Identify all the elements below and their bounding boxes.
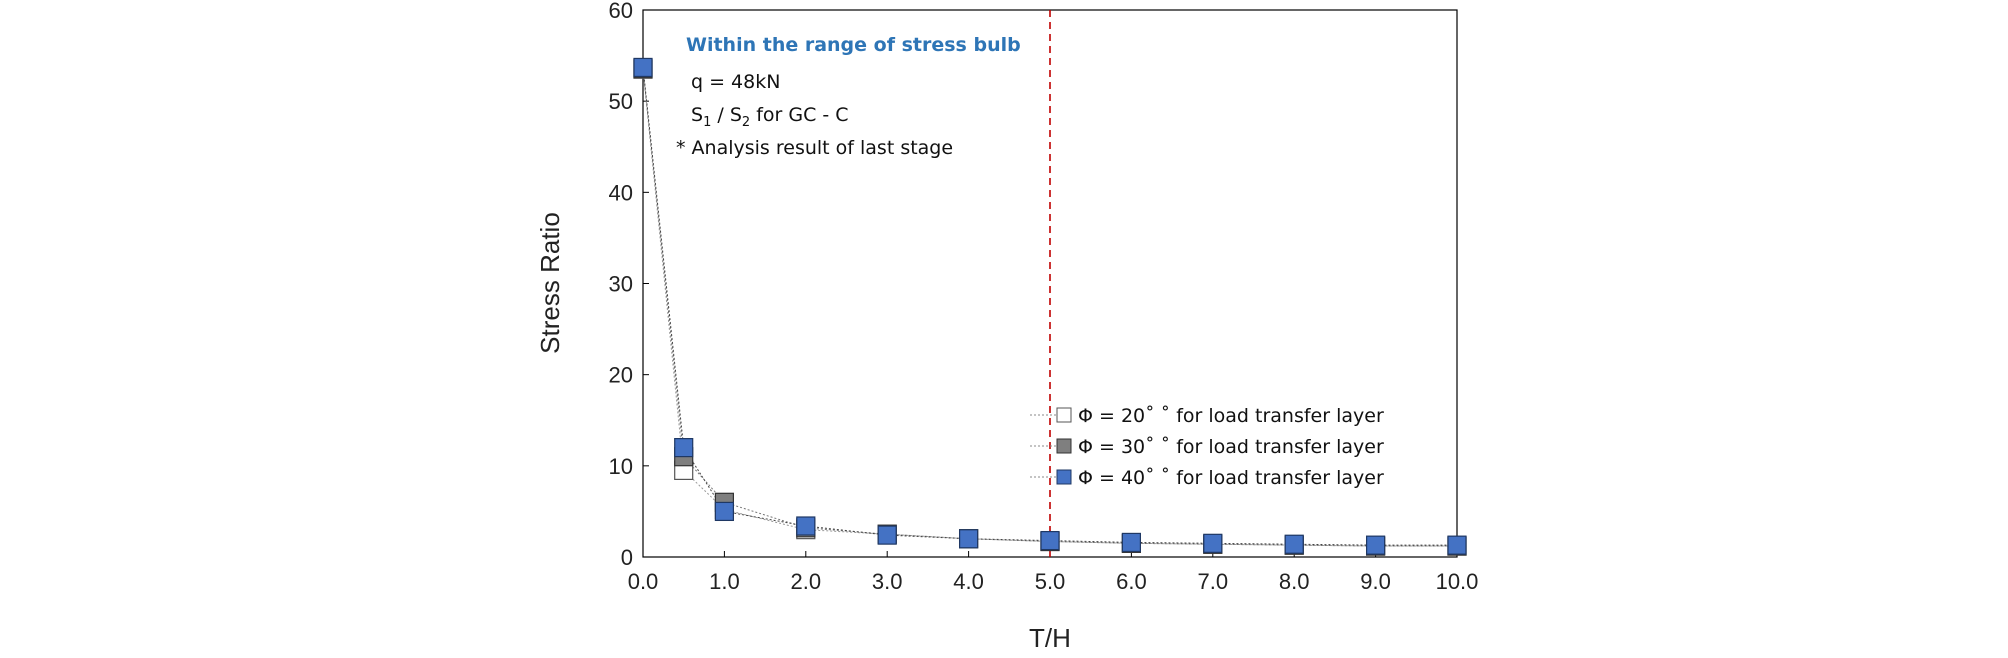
x-tick-label-0: 0.0: [628, 569, 659, 594]
x-tick-label-9: 9.0: [1360, 569, 1391, 594]
annotation-note: * Analysis result of last stage: [676, 137, 953, 159]
annotation-ratio-prefix: S: [691, 104, 703, 126]
x-tick-label-5: 5.0: [1035, 569, 1066, 594]
y-axis-ticks: 0 10 20 30 40 50 60: [609, 0, 649, 570]
legend-label-0: Φ = 20˚ ˚ for load transfer layer: [1078, 405, 1384, 427]
marker-s2-p8: [1203, 533, 1223, 553]
legend-marker-1: [1056, 438, 1072, 454]
x-tick-label-4: 4.0: [953, 569, 984, 594]
y-tick-label-2: 20: [609, 363, 633, 388]
marker-s2-p3: [796, 516, 816, 536]
x-tick-label-3: 3.0: [872, 569, 903, 594]
annotation-ratio-sub2: 2: [742, 115, 750, 130]
x-tick-label-6: 6.0: [1116, 569, 1147, 594]
marker-s2-p5: [958, 529, 979, 549]
series-line-0: [642, 69, 1457, 547]
legend-marker-2: [1056, 469, 1072, 485]
y-tick-label-4: 40: [609, 180, 633, 205]
x-axis-title: T/H: [1029, 623, 1071, 653]
x-tick-label-8: 8.0: [1279, 569, 1310, 594]
annotation-ratio: S1 / S2 for GC - C: [691, 104, 849, 130]
y-tick-label-1: 10: [609, 454, 633, 479]
marker-s2-p4: [877, 525, 897, 545]
annotation-ratio-sub1: 1: [703, 115, 711, 130]
annotation-ratio-mid: / S: [711, 104, 742, 126]
marker-s2-p9: [1284, 534, 1304, 554]
plot-frame: [642, 9, 1458, 558]
legend-label-1: Φ = 30˚ ˚ for load transfer layer: [1078, 436, 1384, 458]
x-axis-ticks: 0.0 1.0 2.0 3.0 4.0 5.0 6.0 7.0 8.0 9.0 10.0: [628, 551, 1479, 594]
legend-marker-0: [1056, 407, 1072, 423]
y-axis-title: Stress Ratio: [535, 212, 565, 354]
x-tick-label-7: 7.0: [1198, 569, 1229, 594]
legend: Φ = 20˚ ˚ for load transfer layer Φ = 30…: [1030, 405, 1384, 489]
marker-s2-p6: [1040, 530, 1060, 551]
annotation-load: q = 48kN: [691, 71, 780, 93]
x-tick-label-10: 10.0: [1436, 569, 1479, 594]
marker-s2-p11: [1447, 535, 1467, 555]
y-tick-label-5: 50: [609, 89, 633, 114]
marker-s2-p7: [1121, 532, 1142, 553]
marker-s2-p2: [714, 501, 735, 522]
annotation-ratio-suffix: for GC - C: [750, 104, 848, 126]
marker-s2-p1: [674, 438, 694, 458]
y-tick-label-3: 30: [609, 272, 633, 297]
x-tick-label-1: 1.0: [709, 569, 740, 594]
annotation-title: Within the range of stress bulb: [686, 34, 1021, 56]
y-tick-label-0: 0: [621, 545, 633, 570]
x-tick-label-2: 2.0: [791, 569, 822, 594]
marker-s2-p0: [633, 57, 653, 78]
legend-label-2: Φ = 40˚ ˚ for load transfer layer: [1078, 467, 1384, 489]
series-markers: [633, 57, 1467, 556]
marker-s2-p10: [1365, 535, 1386, 555]
y-tick-label-6: 60: [609, 0, 633, 23]
